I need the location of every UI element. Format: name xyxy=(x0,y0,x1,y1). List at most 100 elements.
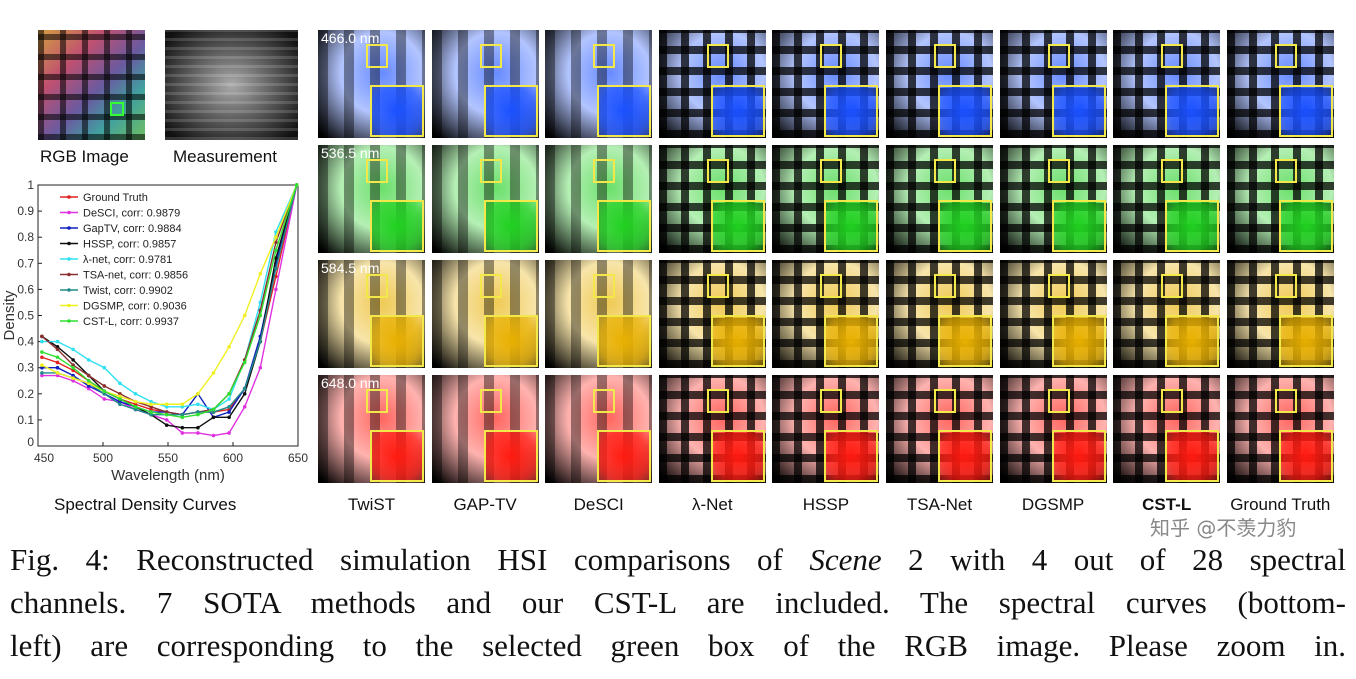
caption-emphasis: Scene xyxy=(809,542,882,577)
reconstruction-tile xyxy=(431,30,539,138)
zoom-source-box xyxy=(479,159,502,183)
zoom-source-box xyxy=(934,389,956,413)
legend-entry: DeSCI, corr: 0.9879 xyxy=(83,208,180,220)
data-point xyxy=(180,431,185,435)
data-point xyxy=(274,230,278,234)
data-point xyxy=(86,384,91,388)
reconstruction-tile xyxy=(545,30,653,138)
data-point xyxy=(118,397,122,401)
method-label: DGSMP xyxy=(1021,495,1085,514)
y-tick-label: 1 xyxy=(27,178,34,192)
zoom-source-box xyxy=(1161,44,1184,68)
legend-entry: λ-net, corr: 0.9781 xyxy=(83,254,172,266)
zoomed-inset xyxy=(938,315,992,367)
reconstruction-tile xyxy=(431,145,539,253)
zoomed-inset xyxy=(483,430,538,482)
plot-frame xyxy=(37,184,299,447)
reconstruction-tile xyxy=(1113,260,1221,368)
zoomed-inset xyxy=(1051,315,1106,367)
zoomed-inset xyxy=(710,200,765,252)
data-point xyxy=(133,405,138,409)
data-point xyxy=(211,415,216,420)
zoom-source-box xyxy=(479,44,502,68)
y-tick-label: 0.7 xyxy=(17,256,34,270)
data-point xyxy=(164,418,169,422)
data-point xyxy=(118,381,122,386)
data-point xyxy=(118,392,122,396)
x-tick-label: 500 xyxy=(93,451,113,465)
data-point xyxy=(102,389,107,393)
data-point xyxy=(196,412,200,417)
data-point xyxy=(180,402,185,407)
reconstruction-tile xyxy=(886,145,993,253)
zoom-source-box xyxy=(934,44,956,68)
wavelength-label: 466.0 nm xyxy=(321,30,380,46)
zoomed-inset xyxy=(370,200,424,252)
legend-entry: Ground Truth xyxy=(83,192,148,204)
zoomed-inset xyxy=(710,85,765,137)
data-point xyxy=(149,402,153,407)
data-point xyxy=(55,371,60,375)
data-point xyxy=(55,365,60,370)
y-tick-label: 0.5 xyxy=(17,309,34,323)
data-point xyxy=(133,399,138,404)
method-label: Ground Truth xyxy=(1230,495,1331,514)
data-point xyxy=(242,392,247,396)
zoom-source-box xyxy=(593,389,616,413)
data-point xyxy=(242,386,247,391)
rgb-image xyxy=(38,30,145,140)
zoomed-inset xyxy=(1165,315,1220,367)
zoomed-inset xyxy=(597,315,652,367)
zoom-source-box xyxy=(593,159,616,183)
data-point xyxy=(258,271,263,276)
zoomed-inset xyxy=(938,430,992,482)
zoomed-inset xyxy=(597,85,652,137)
x-tick-label: 550 xyxy=(158,451,178,465)
data-point xyxy=(102,384,107,388)
data-point xyxy=(164,410,169,414)
data-point xyxy=(71,378,75,383)
reconstruction-tile xyxy=(1226,375,1334,483)
data-point xyxy=(71,363,75,367)
data-point xyxy=(40,371,44,375)
data-point xyxy=(180,405,185,409)
data-point xyxy=(149,405,153,409)
y-tick-label: 0.8 xyxy=(17,230,34,244)
data-point xyxy=(227,392,231,396)
legend-entry: DGSMP, corr: 0.9036 xyxy=(83,301,187,313)
zoomed-inset xyxy=(824,315,879,367)
wavelength-label: 584.5 nm xyxy=(321,260,380,276)
legend-entry: HSSP, corr: 0.9857 xyxy=(83,239,176,251)
zoomed-inset xyxy=(597,200,652,252)
zoom-source-box xyxy=(1161,274,1184,298)
data-point xyxy=(149,399,153,404)
zoom-source-box xyxy=(934,159,956,183)
zoom-source-box xyxy=(706,274,729,298)
data-point xyxy=(196,410,200,414)
zoomed-inset xyxy=(597,430,652,482)
data-point xyxy=(133,407,138,412)
method-label: λ-Net xyxy=(691,495,733,514)
zoom-source-box xyxy=(593,274,616,298)
reconstruction-tile xyxy=(658,30,766,138)
x-axis-label: Wavelength (nm) xyxy=(111,467,225,484)
reconstruction-tile: 466.0 nm xyxy=(318,30,425,138)
data-point xyxy=(40,350,44,354)
caption-line-3: left) are corresponding to the selected … xyxy=(10,628,1346,663)
data-point xyxy=(227,431,231,435)
legend-marker xyxy=(67,241,71,246)
data-point xyxy=(86,381,91,386)
reconstruction-tile xyxy=(658,375,766,483)
data-point xyxy=(118,402,122,407)
data-point xyxy=(55,373,60,378)
method-label: DeSCI xyxy=(573,495,624,514)
data-point xyxy=(227,345,231,349)
reconstruction-tile xyxy=(1113,30,1221,138)
zoomed-inset xyxy=(1278,200,1333,252)
data-point xyxy=(227,405,231,409)
data-point xyxy=(55,345,60,349)
data-point xyxy=(258,365,263,370)
zoom-source-box xyxy=(1274,274,1297,298)
zoomed-inset xyxy=(370,315,424,367)
zoomed-inset xyxy=(1278,430,1333,482)
